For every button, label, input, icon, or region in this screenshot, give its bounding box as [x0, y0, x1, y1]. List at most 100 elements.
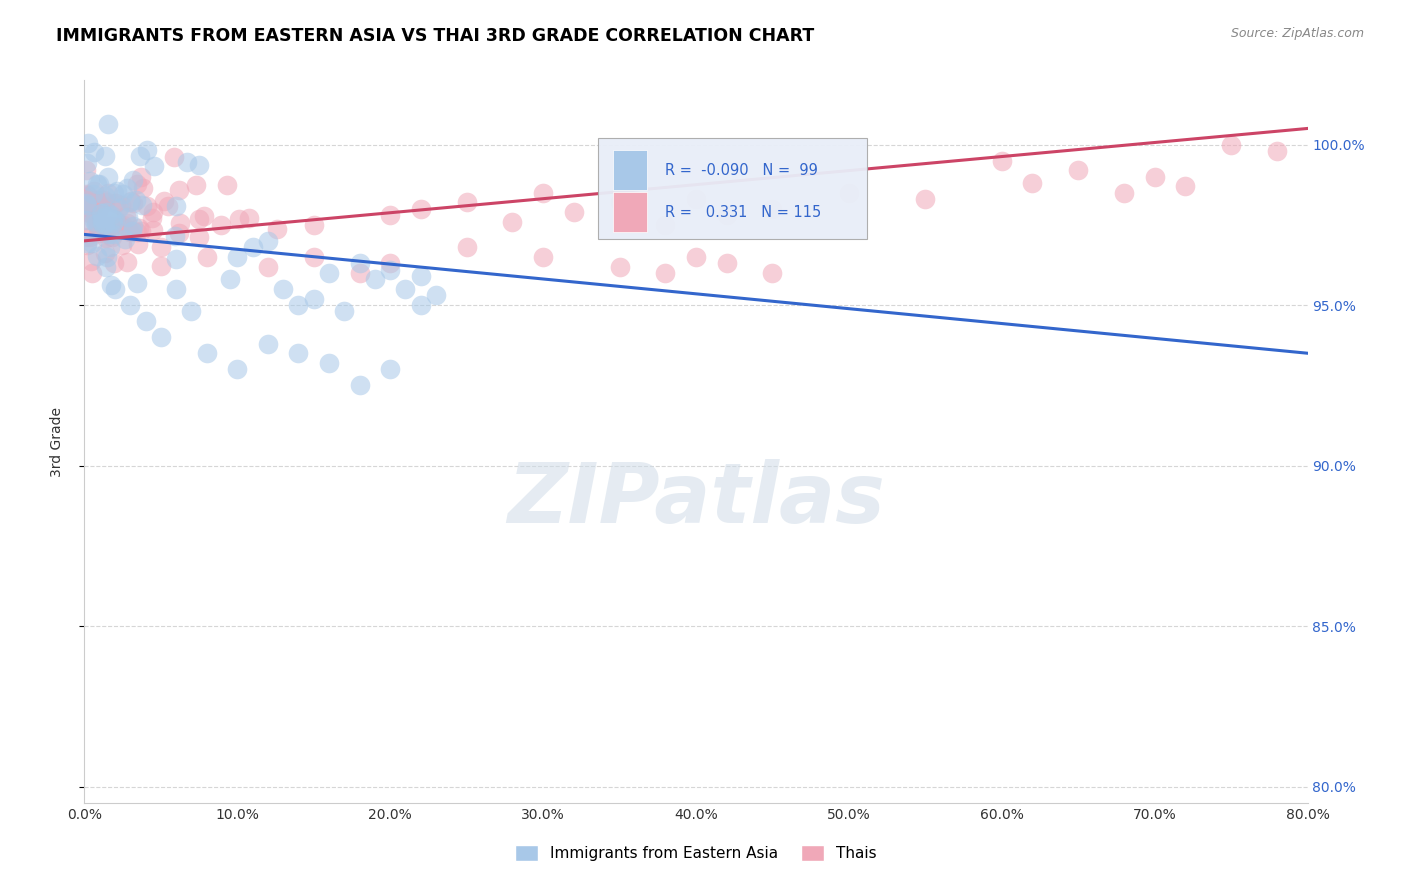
Point [1114, 186, 1136, 200]
Point [609, 195, 631, 210]
Point [364, 272, 387, 286]
Point [87, 227, 110, 241]
Point [76, 192, 98, 206]
Point [105, 215, 128, 229]
Point [238, 211, 260, 226]
Point [188, 211, 211, 226]
Point [266, 222, 288, 236]
Point [76, 204, 98, 219]
Point [761, 202, 783, 216]
Point [90, 206, 112, 220]
Point [94, 149, 117, 163]
Point [1174, 179, 1197, 194]
Bar [613, 193, 647, 232]
Point [97, 186, 120, 200]
Point [1143, 169, 1166, 184]
Point [105, 184, 128, 198]
Point [226, 250, 249, 264]
Point [380, 262, 402, 277]
Point [86, 195, 108, 210]
Point [76, 198, 98, 212]
Point [242, 240, 264, 254]
Point [98, 227, 121, 241]
Point [409, 202, 432, 216]
Point [103, 256, 125, 270]
Point [129, 149, 152, 163]
Point [84, 217, 107, 231]
Point [531, 250, 554, 264]
Point [110, 197, 132, 211]
Point [136, 199, 159, 213]
Point [111, 187, 134, 202]
Point [79, 174, 101, 188]
Point [1220, 137, 1243, 152]
Point [654, 218, 676, 232]
Point [157, 199, 180, 213]
Point [1021, 176, 1043, 190]
Point [101, 219, 124, 233]
Point [104, 195, 127, 210]
Point [93, 194, 115, 209]
Point [86, 249, 108, 263]
Point [219, 272, 242, 286]
Point [142, 223, 165, 237]
Point [122, 173, 145, 187]
Point [131, 170, 153, 185]
Point [125, 225, 148, 239]
Point [302, 250, 325, 264]
Point [94, 246, 117, 260]
Point [394, 282, 416, 296]
Point [93, 193, 115, 207]
Point [115, 181, 138, 195]
Point [271, 282, 294, 296]
Point [716, 256, 738, 270]
Point [380, 208, 402, 222]
Point [127, 276, 149, 290]
Point [94, 260, 117, 274]
Point [75, 163, 97, 178]
Point [97, 169, 120, 184]
Point [79, 230, 101, 244]
Point [77, 136, 100, 150]
Point [132, 180, 155, 194]
Point [456, 240, 478, 254]
Point [87, 219, 110, 233]
Point [1265, 144, 1288, 158]
Point [94, 189, 117, 203]
Point [104, 213, 127, 227]
Point [165, 198, 187, 212]
Point [75, 188, 97, 202]
Point [176, 154, 198, 169]
Text: R =  -0.090   N =  99: R = -0.090 N = 99 [665, 163, 818, 178]
Point [76, 156, 98, 170]
Point [76, 236, 98, 251]
Point [165, 252, 187, 266]
Point [101, 227, 124, 241]
Point [86, 203, 108, 218]
Point [111, 219, 134, 233]
Point [75, 187, 97, 202]
Point [111, 237, 134, 252]
Point [531, 186, 554, 200]
Point [349, 266, 371, 280]
Point [76, 201, 98, 215]
Point [180, 304, 202, 318]
Point [111, 219, 134, 234]
Point [165, 282, 187, 296]
Point [105, 195, 128, 210]
Point [150, 260, 173, 274]
Point [991, 153, 1014, 168]
Point [131, 224, 153, 238]
Point [349, 378, 371, 392]
Point [98, 240, 121, 254]
FancyBboxPatch shape [598, 138, 868, 239]
Point [90, 217, 112, 231]
Point [89, 202, 111, 217]
Point [104, 282, 127, 296]
Point [409, 298, 432, 312]
Point [838, 186, 860, 200]
Point [91, 205, 114, 219]
Point [257, 336, 280, 351]
Point [96, 209, 118, 223]
Point [86, 177, 108, 191]
